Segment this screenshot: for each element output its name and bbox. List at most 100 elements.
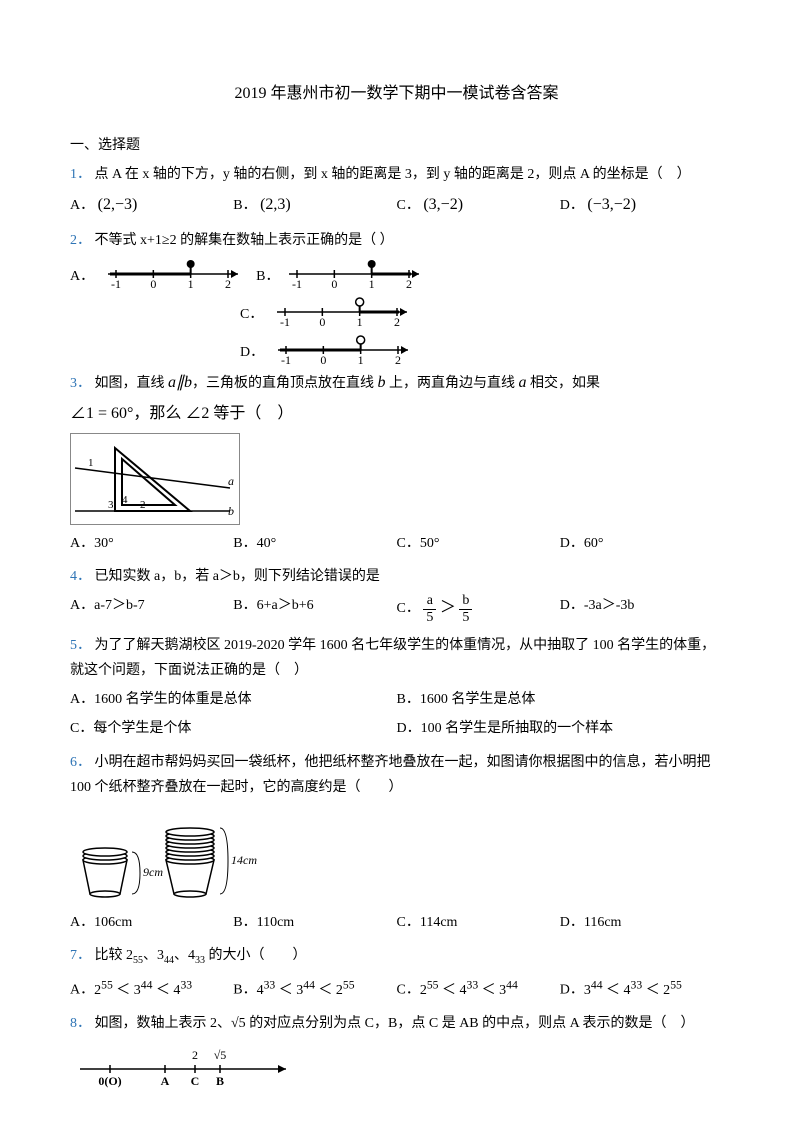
q8-figure-wrap: 0(O)ACB2√5 xyxy=(70,1040,723,1092)
q2-choice-c-label[interactable]: C． xyxy=(240,302,263,327)
q4-choice-a[interactable]: A．a-7＞b-7 xyxy=(70,591,233,627)
svg-text:2: 2 xyxy=(140,499,146,511)
question-7: 7． 比较 255、344、433 的大小（ ） xyxy=(70,943,723,970)
opt-val: 255 ＜ 344 ＜ 433 xyxy=(94,983,192,998)
opt-label: C． xyxy=(397,983,420,998)
gt-sign: ＞ xyxy=(440,599,456,616)
q1-choice-b[interactable]: B． (2,3) xyxy=(233,189,396,222)
q4-number: 4． xyxy=(70,569,91,584)
opt-label: C． xyxy=(397,601,420,616)
q7-choice-d[interactable]: D．344 ＜ 433 ＜ 255 xyxy=(560,972,723,1005)
q1-choices: A． (2,−3) B． (2,3) C． (3,−2) D． (−3,−2) xyxy=(70,189,723,222)
q1-choice-d[interactable]: D． (−3,−2) xyxy=(560,189,723,222)
frac-num: b xyxy=(459,593,472,609)
q1-number: 1． xyxy=(70,167,91,182)
opt-label: B． xyxy=(233,983,256,998)
svg-text:2: 2 xyxy=(395,353,401,365)
svg-text:1: 1 xyxy=(369,277,375,289)
q3-b: b xyxy=(378,374,386,391)
q1-text: 点 A 在 x 轴的下方，y 轴的右侧，到 x 轴的距离是 3，到 y 轴的距离… xyxy=(95,167,691,182)
q2-figure-row: A． -1012 B． -1012 xyxy=(70,255,723,289)
q6-choice-d[interactable]: D．116cm xyxy=(560,908,723,937)
question-1: 1． 点 A 在 x 轴的下方，y 轴的右侧，到 x 轴的距离是 3，到 y 轴… xyxy=(70,162,723,187)
q4-choice-b[interactable]: B．6+a＞b+6 xyxy=(233,591,396,627)
q2-choice-a-label[interactable]: A． xyxy=(70,264,94,289)
q5-choices: A．1600 名学生的体重是总体 B．1600 名学生是总体 C．每个学生是个体… xyxy=(70,685,723,743)
opt-val: 255 ＜ 433 ＜ 344 xyxy=(420,983,518,998)
q3-angle-line: ∠1 = 60°，那么 ∠2 等于（ ） xyxy=(70,400,723,429)
q7-choice-b[interactable]: B．433 ＜ 344 ＜ 255 xyxy=(233,972,396,1005)
svg-text:1: 1 xyxy=(358,353,364,365)
opt-label: B． xyxy=(233,198,256,213)
svg-text:9cm: 9cm xyxy=(143,865,163,879)
question-4: 4． 已知实数 a，b，若 a＞b，则下列结论错误的是 xyxy=(70,564,723,589)
q5-choice-c[interactable]: C．每个学生是个体 xyxy=(70,714,397,743)
q5-choice-d[interactable]: D．100 名学生是所抽取的一个样本 xyxy=(397,714,724,743)
q5-text: 为了了解天鹅湖校区 2019-2020 学年 1600 名七年级学生的体重情况，… xyxy=(70,638,715,678)
q2-choice-d-label[interactable]: D． xyxy=(240,340,264,365)
q4-text: 已知实数 a，b，若 a＞b，则下列结论错误的是 xyxy=(95,569,380,584)
svg-text:1: 1 xyxy=(188,277,194,289)
question-8: 8． 如图，数轴上表示 2、√5 的对应点分别为点 C，B，点 C 是 AB 的… xyxy=(70,1011,723,1036)
fraction-b-over-5: b5 xyxy=(459,593,472,625)
question-6: 6． 小明在超市帮妈妈买回一袋纸杯，他把纸杯整齐地叠放在一起，如图请你根据图中的… xyxy=(70,750,723,800)
q5-choice-b[interactable]: B．1600 名学生是总体 xyxy=(397,685,724,714)
svg-text:0: 0 xyxy=(150,277,156,289)
q6-number: 6． xyxy=(70,755,91,770)
svg-text:-1: -1 xyxy=(292,277,302,289)
q7-choice-c[interactable]: C．255 ＜ 433 ＜ 344 xyxy=(397,972,560,1005)
opt-value: (2,−3) xyxy=(98,196,138,213)
q3-choice-c[interactable]: C．50° xyxy=(397,529,560,558)
svg-text:A: A xyxy=(161,1074,170,1088)
q3-choice-b[interactable]: B．40° xyxy=(233,529,396,558)
svg-text:4: 4 xyxy=(122,494,128,506)
q3-choice-a[interactable]: A．30° xyxy=(70,529,233,558)
svg-text:a: a xyxy=(228,474,234,488)
q2-figure-row-2: C． -1012 xyxy=(240,293,723,327)
q4-choice-d[interactable]: D．-3a＞-3b xyxy=(560,591,723,627)
opt-label: D． xyxy=(560,983,584,998)
svg-text:-1: -1 xyxy=(280,315,290,327)
q6-choice-b[interactable]: B．110cm xyxy=(233,908,396,937)
opt-val: 344 ＜ 433 ＜ 255 xyxy=(584,983,682,998)
svg-text:√5: √5 xyxy=(214,1048,227,1062)
q6-choice-c[interactable]: C．114cm xyxy=(397,908,560,937)
q7-e2: 44 xyxy=(164,955,174,966)
q3-a: a xyxy=(519,374,527,391)
q3-text-b: ，三角板的直角顶点放在直线 xyxy=(192,376,378,391)
opt-text: C．114cm xyxy=(397,915,458,930)
section-1-heading: 一、选择题 xyxy=(70,133,723,158)
q6-choice-a[interactable]: A．106cm xyxy=(70,908,233,937)
opt-text: B．110cm xyxy=(233,915,294,930)
q6-figure-wrap: 9cm 14cm xyxy=(70,804,723,904)
q2-choice-b-label[interactable]: B． xyxy=(256,264,279,289)
q3-choice-d[interactable]: D．60° xyxy=(560,529,723,558)
triangle-figure-icon: ab1234 xyxy=(70,433,240,525)
q5-choice-a[interactable]: A．1600 名学生的体重是总体 xyxy=(70,685,397,714)
svg-text:1: 1 xyxy=(357,315,363,327)
svg-text:C: C xyxy=(191,1074,200,1088)
opt-label: C． xyxy=(397,198,420,213)
q1-choice-a[interactable]: A． (2,−3) xyxy=(70,189,233,222)
q1-choice-c[interactable]: C． (3,−2) xyxy=(397,189,560,222)
q2-number: 2． xyxy=(70,233,91,248)
q4-choices: A．a-7＞b-7 B．6+a＞b+6 C． a5 ＞ b5 D．-3a＞-3b xyxy=(70,591,723,627)
q3-angle-text: ∠1 = 60°，那么 ∠2 等于（ ） xyxy=(70,405,293,422)
cups-figure-icon: 9cm 14cm xyxy=(70,804,270,904)
q7-choice-a[interactable]: A．255 ＜ 344 ＜ 433 xyxy=(70,972,233,1005)
svg-text:-1: -1 xyxy=(281,353,291,365)
svg-text:B: B xyxy=(216,1074,224,1088)
numberline-a-icon: -1012 xyxy=(104,255,244,289)
q8-text-a: 如图，数轴上表示 2、 xyxy=(95,1016,232,1031)
q6-text: 小明在超市帮妈妈买回一袋纸杯，他把纸杯整齐地叠放在一起，如图请你根据图中的信息，… xyxy=(70,755,711,795)
svg-text:2: 2 xyxy=(394,315,400,327)
svg-text:1: 1 xyxy=(88,457,94,469)
svg-text:2: 2 xyxy=(192,1048,198,1062)
opt-text: A．106cm xyxy=(70,915,132,930)
q4-choice-c[interactable]: C． a5 ＞ b5 xyxy=(397,591,560,627)
numberline-q8-icon: 0(O)ACB2√5 xyxy=(70,1040,300,1092)
q7-text-b: 、3 xyxy=(143,948,164,963)
q3-ab: a∥b xyxy=(168,374,192,391)
svg-text:14cm: 14cm xyxy=(231,853,257,867)
svg-text:-1: -1 xyxy=(111,277,121,289)
